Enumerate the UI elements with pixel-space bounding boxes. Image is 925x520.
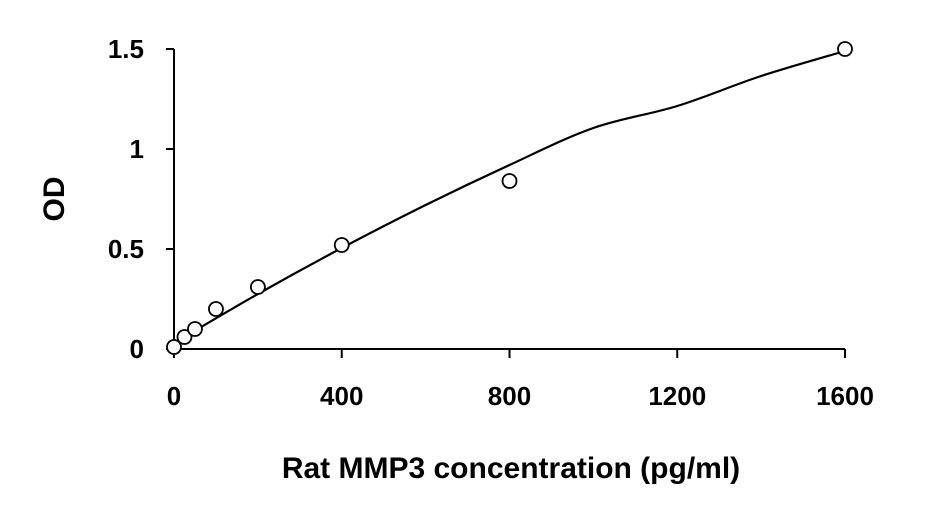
x-tick-label: 1200 <box>648 381 706 411</box>
data-point <box>837 41 853 57</box>
fit-curve <box>173 49 846 344</box>
data-point <box>176 329 193 345</box>
x-tick-label: 1600 <box>816 381 874 411</box>
x-tick-label: 800 <box>488 381 531 411</box>
y-tick-label: 0.5 <box>108 234 144 264</box>
data-point <box>187 321 203 337</box>
data-point <box>208 301 224 317</box>
y-tick-label: 1.5 <box>108 34 144 64</box>
y-tick-label: 0 <box>130 334 144 364</box>
ticks <box>166 48 846 358</box>
data-point <box>333 237 350 253</box>
data-point <box>249 279 266 295</box>
axes <box>173 49 845 350</box>
x-tick-label: 0 <box>167 381 181 411</box>
y-axis-title: OD <box>38 177 71 222</box>
x-axis-title: Rat MMP3 concentration (pg/ml) <box>282 452 740 485</box>
data-point <box>166 339 182 355</box>
x-tick-label: 400 <box>320 381 363 411</box>
y-tick-label: 1 <box>130 134 144 164</box>
tick-labels: 0 0.5 1 1.5 0 400 800 1200 1600 <box>108 34 874 411</box>
data-points <box>166 41 853 355</box>
data-point <box>501 173 518 189</box>
